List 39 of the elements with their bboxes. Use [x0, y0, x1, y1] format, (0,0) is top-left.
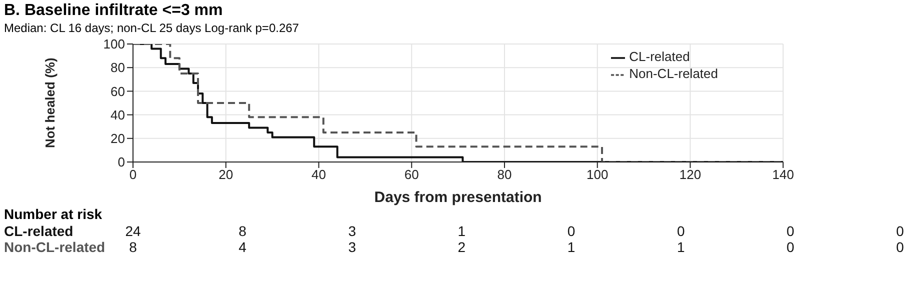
- x-axis-title: Days from presentation: [374, 189, 542, 206]
- text: 3: [347, 239, 358, 255]
- text: 0: [786, 239, 796, 255]
- text: 24: [124, 223, 142, 239]
- x-tick-label: 80: [497, 167, 512, 182]
- text: 1: [566, 239, 576, 255]
- y-tick-label: 0: [118, 154, 125, 170]
- text: 0: [566, 223, 576, 239]
- y-tick-label: 40: [110, 107, 125, 122]
- chart-title: B. Baseline infiltrate <=3 mm: [4, 2, 223, 20]
- x-tick-label: 0: [129, 167, 137, 182]
- x-tick-label: 120: [679, 167, 702, 182]
- text: 2: [456, 239, 467, 255]
- text: 3: [347, 223, 358, 239]
- text: 0: [895, 223, 905, 239]
- y-axis-title: Not healed (%): [42, 58, 58, 148]
- text: 1: [456, 223, 467, 239]
- x-tick-label: 140: [772, 167, 794, 182]
- text: 0: [786, 223, 796, 239]
- text: 8: [128, 239, 138, 255]
- text: Non-CL-related: [4, 239, 106, 255]
- y-tick-label: 80: [110, 60, 125, 76]
- text: 8: [238, 223, 248, 239]
- text: 0: [676, 223, 686, 239]
- text: 0: [895, 239, 905, 255]
- text: 1: [676, 239, 686, 255]
- x-tick-label: 20: [218, 167, 234, 182]
- x-tick-label: 100: [586, 167, 608, 182]
- text: Number at risk: [4, 206, 102, 222]
- y-tick-label: 60: [110, 84, 125, 99]
- legend-label: CL-related: [629, 49, 690, 64]
- chart-subtitle: Median: CL 16 days; non-CL 25 days Log-rank p=0.267: [4, 21, 299, 35]
- text: 4: [238, 239, 248, 255]
- legend-label: Non-CL-related: [629, 66, 718, 81]
- x-tick-label: 40: [312, 167, 326, 182]
- y-tick-label: 20: [110, 131, 125, 146]
- x-tick-label: 60: [404, 167, 419, 182]
- y-tick-label: 100: [103, 36, 125, 52]
- text: CL-related: [4, 223, 74, 239]
